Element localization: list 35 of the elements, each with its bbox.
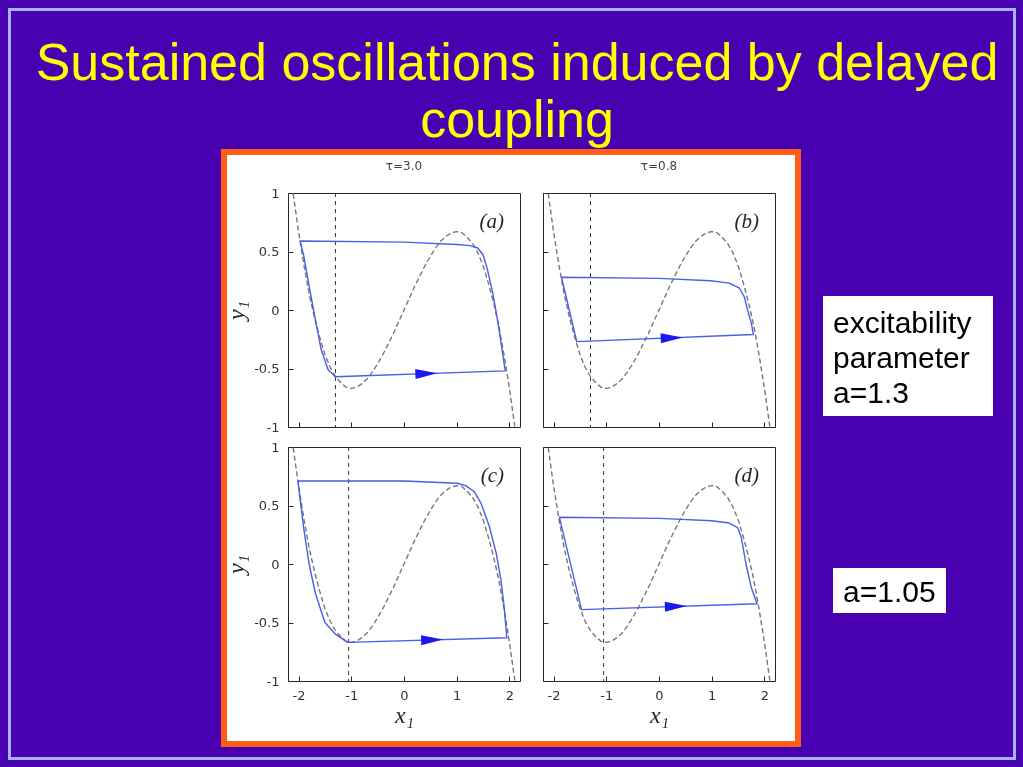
y-tick-label: -1 [266,673,280,689]
y-tick-label: -0.5 [254,615,280,630]
x-tick-label: 1 [453,687,462,703]
x-tick-label: -2 [292,687,306,703]
chart-title: τ=3.0 [385,159,423,173]
line-series [292,447,516,681]
annotation: (d) [734,463,759,487]
y-tick-label: 1 [271,439,280,455]
x-tick-label: 2 [505,687,515,703]
x-tick-label: 0 [655,687,664,703]
text: a=1.05 [833,568,946,613]
y-tick-label: -1 [266,419,280,435]
annotation: (b) [734,209,759,233]
text: Sustained oscillations induced by delayed coupling [34,33,1000,148]
chart-title: τ=0.8 [640,158,678,173]
y-tick-label: 0.5 [258,244,280,259]
annotation: (a) [479,209,504,233]
y-axis-title: y₁ [223,555,250,576]
y-tick-label: 1 [271,185,280,201]
text: excitability parameter a=1.3 [823,296,993,416]
y-tick-label: -0.5 [254,361,280,376]
x-tick-label: 2 [760,687,770,703]
y-tick-label: 0.5 [258,498,280,513]
x-tick-label: 1 [708,687,717,703]
y-tick-label: 0 [271,302,280,318]
x-tick-label: 0 [400,687,409,703]
x-axis-title: x₁ [394,701,414,728]
x-tick-label: -1 [345,687,359,703]
y-axis-title: y₁ [223,301,250,322]
y-tick-label: 0 [271,556,280,572]
x-tick-label: -1 [600,687,614,703]
line-series [292,193,516,427]
x-axis-title: x₁ [649,701,669,728]
annotation: (c) [480,463,504,487]
x-tick-label: -2 [547,687,561,703]
